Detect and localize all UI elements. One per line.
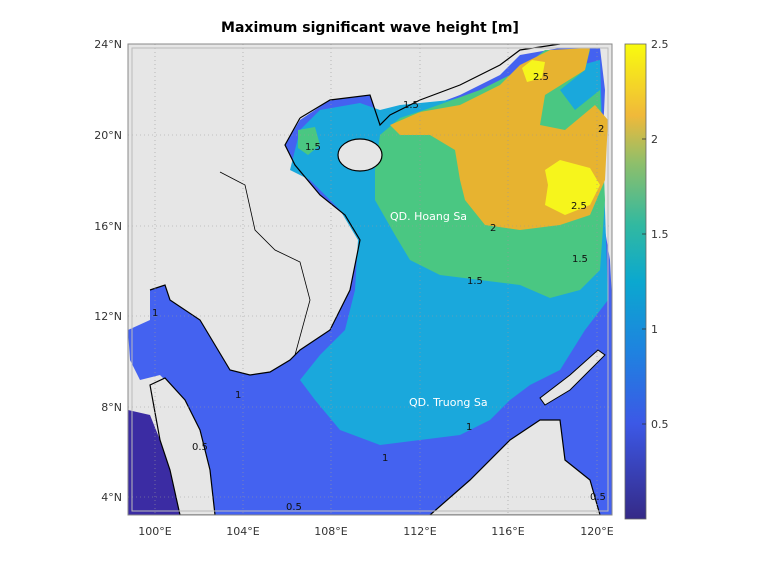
contour-label: 2 — [490, 223, 496, 234]
place-label-truong-sa: QD. Truong Sa — [409, 396, 488, 409]
contour-label: 1.5 — [467, 276, 483, 287]
y-tick-label: 16°N — [94, 220, 122, 233]
contour-label: 1 — [235, 390, 241, 401]
contour-label: 0.5 — [590, 492, 606, 503]
x-tick-label: 104°E — [226, 525, 259, 538]
colorbar-tick-label: 0.5 — [651, 418, 669, 431]
region-gt2.5-central — [545, 160, 600, 215]
x-tick-label: 108°E — [314, 525, 347, 538]
y-tick-label: 4°N — [101, 491, 122, 504]
x-tick-label: 112°E — [403, 525, 436, 538]
region-dark-blue-andaman — [128, 410, 180, 515]
x-tick-label: 116°E — [491, 525, 524, 538]
contour-label: 1.5 — [572, 254, 588, 265]
contour-label: 2.5 — [533, 72, 549, 83]
contour-label: 1 — [466, 422, 472, 433]
palawan-land — [539, 349, 606, 406]
colorbar-tick-label: 1 — [651, 323, 658, 336]
x-tick-label: 100°E — [138, 525, 171, 538]
border-lines — [219, 171, 311, 356]
colorbar-gradient — [624, 43, 647, 520]
map-frame-inner — [131, 47, 609, 512]
hainan-island — [337, 138, 383, 172]
colorbar-tick-label: 2.5 — [651, 38, 669, 51]
borneo-land — [429, 419, 601, 515]
y-tick-label: 12°N — [94, 310, 122, 323]
region-gt2.5-north — [522, 60, 545, 82]
y-tick-labels: 24°N 20°N 16°N 12°N 8°N 4°N — [94, 38, 122, 504]
map-frame — [127, 43, 613, 516]
contour-label: 1.5 — [403, 100, 419, 111]
contour-label: 1 — [382, 453, 388, 464]
contour-labels: 1.5 1.5 1.5 2 2 2.5 2.5 1 1 1 1 0.5 0.5 … — [152, 72, 606, 513]
y-tick-label: 8°N — [101, 401, 122, 414]
region-1.5-2-tonkin — [298, 127, 320, 155]
contour-label: 0.5 — [192, 442, 208, 453]
place-label-hoang-sa: QD. Hoang Sa — [390, 210, 467, 223]
colorbar-tick-label: 2 — [651, 133, 658, 146]
gridlines — [128, 44, 612, 515]
malay-peninsula-land — [149, 377, 216, 515]
map-area: 1.5 1.5 1.5 2 2 2.5 2.5 1 1 1 1 0.5 0.5 … — [128, 44, 612, 515]
chart-title: Maximum significant wave height [m] — [221, 20, 519, 36]
contour-label: 1.5 — [305, 142, 321, 153]
y-tick-label: 20°N — [94, 129, 122, 142]
contour-label: 1 — [152, 308, 158, 319]
colorbar-tick-label: 1.5 — [651, 228, 669, 241]
contour-label: 0.5 — [286, 502, 302, 513]
contour-label: 2 — [598, 124, 604, 135]
contour-label: 2.5 — [571, 201, 587, 212]
colorbar: 0.5 1 1.5 2 2.5 — [624, 38, 669, 520]
coastline-china — [299, 44, 561, 127]
x-tick-labels: 100°E 104°E 108°E 112°E 116°E 120°E — [138, 525, 613, 538]
y-tick-label: 24°N — [94, 38, 122, 51]
x-tick-label: 120°E — [580, 525, 613, 538]
